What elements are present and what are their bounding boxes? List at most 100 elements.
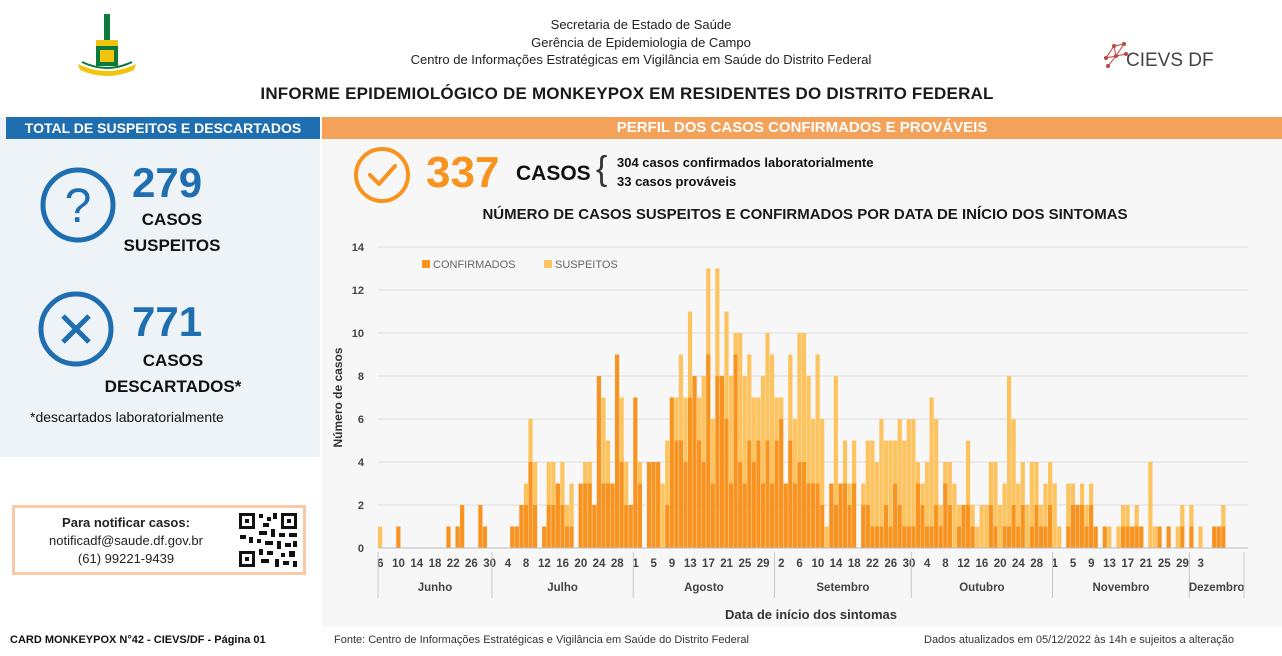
footer-card-id: CARD MONKEYPOX N°42 - CIEVS/DF - Página … — [10, 634, 266, 646]
confirmed-bar — [628, 505, 633, 548]
confirmed-bar — [1006, 526, 1012, 548]
footer-source: Fonte: Centro de Informações Estratégica… — [334, 634, 749, 646]
suspected-bar — [637, 462, 642, 484]
confirmed-bar — [920, 505, 925, 548]
confirmed-bar — [719, 376, 725, 548]
suspected-bar — [779, 397, 784, 419]
discarded-label-2: DESCARTADOS* — [104, 377, 242, 396]
month-label: Setembro — [816, 582, 869, 594]
check-icon — [352, 145, 412, 210]
x-tick-label: 28 — [611, 558, 624, 570]
suspected-bar — [774, 397, 779, 441]
confirmed-bar — [1130, 526, 1135, 548]
question-icon: ? — [38, 165, 118, 250]
gdf-logo-icon — [78, 14, 136, 76]
confirmed-bar — [938, 526, 943, 548]
confirmed-bar — [514, 526, 519, 548]
discarded-footnote: *descartados laboratorialmente — [30, 409, 224, 425]
discarded-label-1: CASOS — [142, 351, 204, 370]
suspected-bar — [993, 462, 998, 527]
confirmed-bar — [769, 483, 775, 548]
suspected-bar — [1089, 483, 1094, 505]
confirmed-detail: 304 casos confirmados laboratorialmente — [617, 155, 874, 170]
suspected-bar — [564, 505, 570, 527]
confirmed-bar — [1048, 505, 1053, 548]
x-tick-label: 24 — [593, 558, 606, 570]
suspected-bar — [601, 397, 606, 484]
confirmed-bar — [1034, 505, 1039, 548]
suspected-bar — [742, 376, 747, 484]
suspected-bar — [532, 462, 538, 505]
suspected-bar — [1134, 505, 1139, 527]
confirmed-bar — [815, 483, 820, 548]
confirmed-bar — [970, 526, 975, 548]
suspected-bar — [546, 462, 551, 505]
confirmed-bar — [546, 505, 551, 548]
suspected-bar — [683, 397, 688, 462]
suspected-bar — [1079, 483, 1085, 505]
confirmed-bar — [751, 462, 756, 548]
x-axis-title: Data de início dos sintomas — [725, 607, 897, 622]
suspected-bar — [883, 440, 889, 505]
confirmed-bar — [838, 483, 843, 548]
confirmed-bar — [842, 483, 848, 548]
confirmed-bar — [847, 505, 852, 548]
confirmed-bar — [924, 526, 930, 548]
suspected-bar — [792, 419, 797, 484]
y-tick-label: 14 — [352, 242, 365, 254]
suspected-bar — [624, 462, 629, 505]
confirmed-bar — [697, 440, 702, 548]
x-tick-label: 26 — [884, 558, 897, 570]
cievs-network-icon — [1104, 42, 1128, 68]
confirmed-bar — [852, 483, 857, 548]
x-tick-label: 21 — [720, 558, 733, 570]
suspected-bar — [984, 505, 989, 548]
confirmed-bar — [993, 526, 998, 548]
qr-code-icon[interactable] — [237, 511, 299, 569]
suspects-label-1: CASOS — [141, 210, 203, 229]
confirmed-bar — [1212, 526, 1217, 548]
confirmed-bar — [874, 526, 880, 548]
y-tick-label: 4 — [358, 457, 365, 469]
x-tick-label: 21 — [1140, 558, 1153, 570]
suspects-label-2: SUSPEITOS — [123, 236, 221, 255]
suspected-bar — [975, 526, 980, 548]
confirmed-bar — [861, 505, 866, 548]
confirmed-bar — [811, 483, 816, 548]
confirmed-bar — [1120, 526, 1126, 548]
confirmed-bar — [988, 505, 993, 548]
total-cases-label: CASOS — [516, 162, 591, 185]
suspected-bar — [811, 419, 816, 484]
confirmed-bar — [756, 440, 761, 548]
x-tick-label: 9 — [1088, 558, 1094, 570]
cievs-logo: CIEVS DF — [1100, 36, 1220, 76]
suspected-bar — [674, 397, 679, 441]
suspected-bar — [893, 440, 898, 484]
notify-email[interactable]: notificadf@saude.df.gov.br — [49, 533, 203, 548]
y-axis-title: Número de casos — [331, 347, 345, 447]
x-tick-label: 5 — [651, 558, 658, 570]
notify-phone[interactable]: (61) 99221-9439 — [77, 551, 175, 566]
confirmed-bar — [656, 462, 661, 548]
x-tick-label: 18 — [848, 558, 861, 570]
confirmed-bar — [934, 505, 939, 548]
suspected-bar — [1189, 505, 1194, 527]
month-label: Junho — [418, 582, 453, 594]
probable-detail: 33 casos prováveis — [617, 174, 737, 189]
confirmed-bar — [560, 505, 565, 548]
confirmed-bar — [519, 505, 524, 548]
suspected-bar — [528, 419, 533, 462]
confirmed-bar — [947, 505, 952, 548]
suspected-bar — [756, 397, 761, 441]
suspected-bar — [801, 333, 807, 462]
suspected-bar — [747, 354, 752, 441]
x-tick-label: 20 — [994, 558, 1007, 570]
confirmed-bar — [596, 376, 601, 548]
y-tick-label: 8 — [358, 371, 364, 383]
suspected-bar — [1152, 526, 1158, 548]
suspected-bar — [560, 462, 565, 505]
confirmed-bar — [478, 505, 483, 548]
suspected-bar — [710, 419, 715, 484]
x-tick-label: 30 — [483, 558, 496, 570]
suspected-bar — [1180, 505, 1185, 527]
